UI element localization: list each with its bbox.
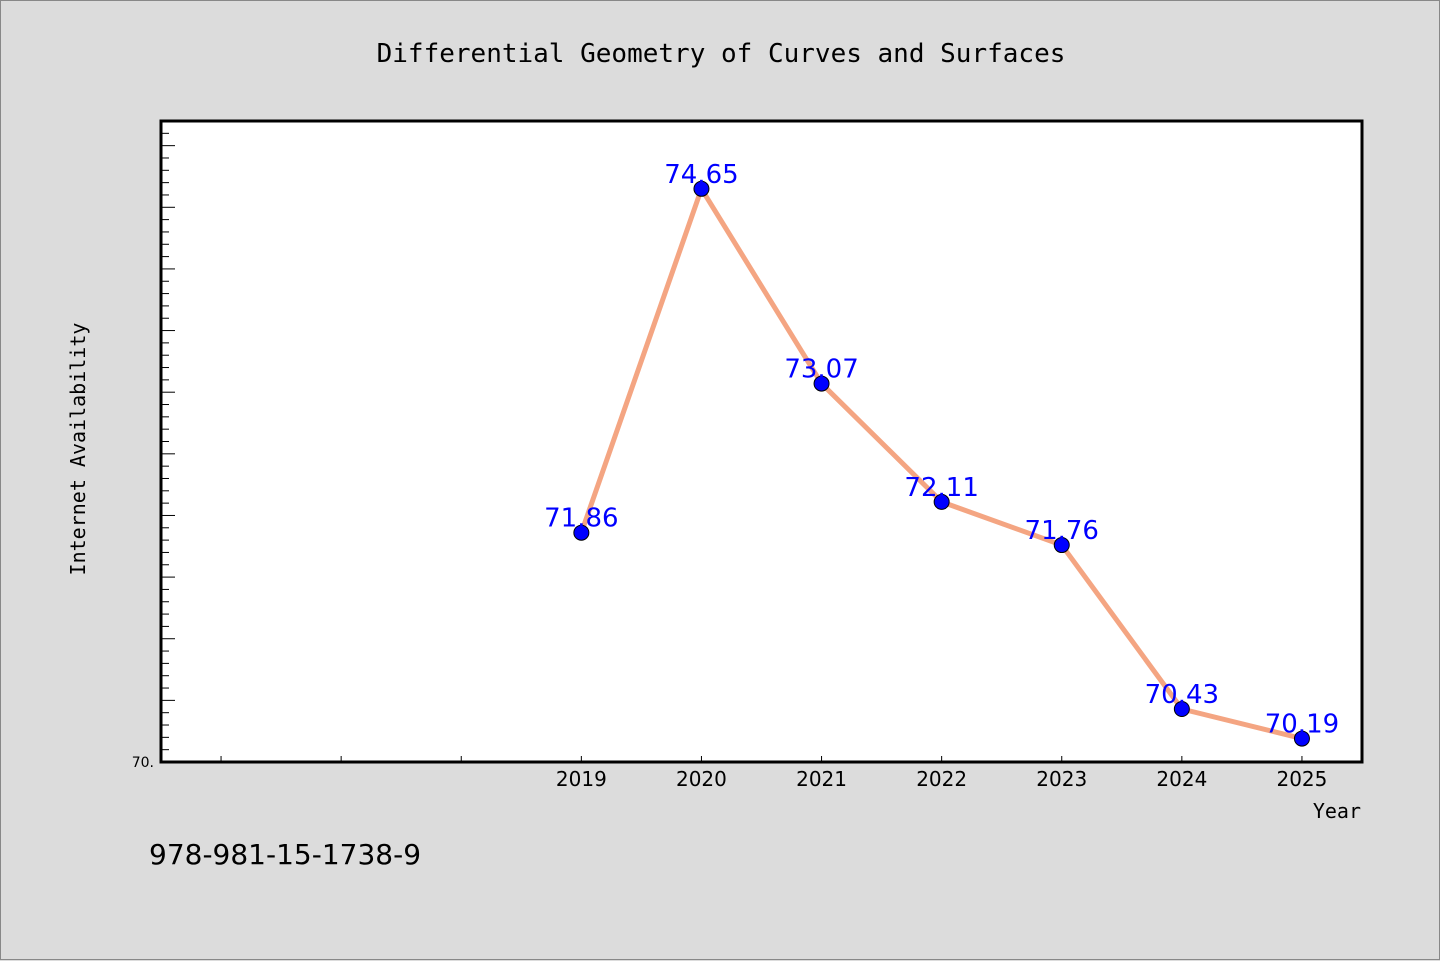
data-label: 70.19 <box>1265 710 1339 740</box>
x-tick-label: 2021 <box>796 767 847 791</box>
x-tick-label: 2025 <box>1276 767 1327 791</box>
x-axis-tick-labels: 2019 2020 2021 2022 2023 2024 2025 <box>556 767 1328 791</box>
data-point <box>933 493 950 510</box>
x-tick-label: 2022 <box>916 767 967 791</box>
x-tick-label: 2024 <box>1156 767 1207 791</box>
data-label: 74.65 <box>664 160 738 190</box>
data-point <box>1293 730 1310 747</box>
y-axis-min-label: 70. <box>132 755 154 771</box>
x-axis-label: Year <box>1313 799 1361 823</box>
data-label: 70.43 <box>1145 680 1219 710</box>
x-tick-label: 2019 <box>556 767 607 791</box>
data-label: 71.76 <box>1025 516 1099 546</box>
data-label: 71.86 <box>544 504 618 534</box>
y-axis-label: Internet Availability <box>66 323 90 576</box>
data-label: 72.11 <box>904 473 978 503</box>
footer-isbn: 978-981-15-1738-9 <box>149 838 421 871</box>
series-layer: 71.86 74.65 73.07 72.11 71.76 70.43 70.19 <box>544 160 1339 747</box>
plot-area <box>159 119 1364 764</box>
data-point <box>813 375 830 392</box>
data-label: 73.07 <box>784 355 858 385</box>
chart-title: Differential Geometry of Curves and Surf… <box>377 39 1066 69</box>
data-point <box>1173 700 1190 717</box>
x-tick-label: 2020 <box>676 767 727 791</box>
data-point <box>573 524 590 541</box>
x-tick-label: 2023 <box>1036 767 1087 791</box>
x-axis-ticks <box>220 756 1303 762</box>
y-axis-ticks <box>161 132 175 751</box>
data-point <box>1053 537 1070 554</box>
data-point <box>693 180 710 197</box>
